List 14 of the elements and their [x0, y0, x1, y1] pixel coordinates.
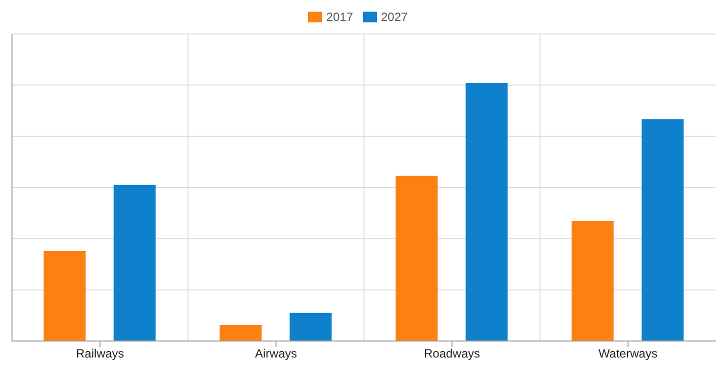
x-tick-label: Railways: [76, 346, 124, 361]
bar: [466, 83, 508, 341]
bar: [572, 221, 614, 341]
bar: [396, 176, 438, 341]
legend-label: 2027: [381, 10, 408, 24]
bar: [290, 312, 332, 341]
bar: [642, 119, 684, 341]
x-tick-label: Roadways: [424, 346, 480, 361]
bar: [220, 325, 262, 341]
bar: [44, 250, 86, 341]
x-tick-label: Waterways: [598, 346, 658, 361]
bar: [114, 184, 156, 341]
x-tick-label: Airways: [254, 346, 298, 361]
legend-label: 2017: [326, 10, 353, 24]
